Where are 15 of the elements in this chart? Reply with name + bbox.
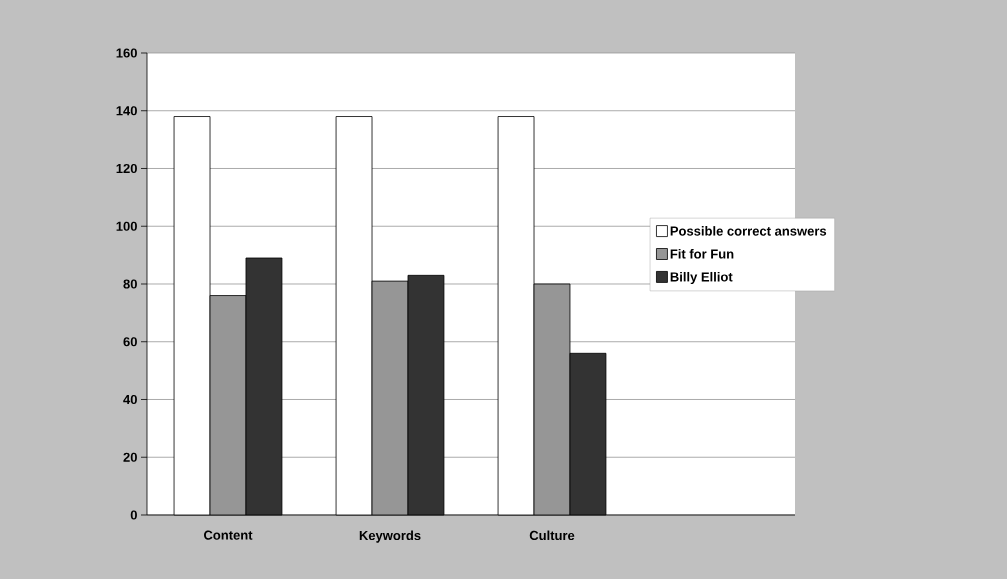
y-tick-label: 140 xyxy=(116,106,137,116)
y-tick-label: 40 xyxy=(123,394,137,405)
x-tick-label: Keywords xyxy=(359,530,421,543)
y-tick-label: 60 xyxy=(123,337,137,347)
legend-label: Possible correct answers xyxy=(670,226,827,236)
y-tick-label: 20 xyxy=(123,452,137,462)
legend-label: Fit for Fun xyxy=(670,249,734,259)
x-tick-label: Culture xyxy=(529,530,575,541)
y-tick-label: 80 xyxy=(123,279,137,289)
y-tick-label: 160 xyxy=(116,48,137,58)
y-tick-label: 100 xyxy=(116,221,137,231)
y-tick-label: 0 xyxy=(130,510,137,520)
legend-label: Billy Elliot xyxy=(670,271,733,285)
x-tick-label: Content xyxy=(203,530,253,540)
y-tick-label: 120 xyxy=(116,163,137,174)
